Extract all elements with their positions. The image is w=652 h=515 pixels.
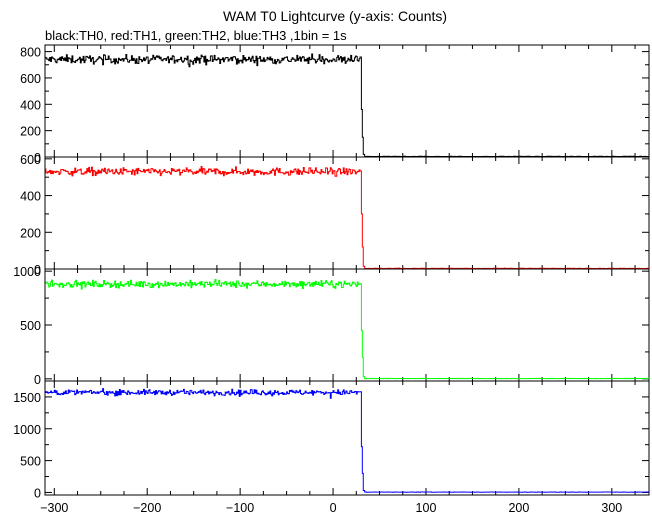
x-tick-label: 100: [416, 501, 437, 515]
chart-title: WAM T0 Lightcurve (y-axis: Counts): [223, 8, 447, 24]
x-tick-label: −300: [40, 501, 68, 515]
y-tick-label: 1500: [13, 391, 41, 405]
y-tick-label: 800: [20, 46, 41, 60]
series-line-th2: [45, 279, 650, 380]
y-tick-label: 0: [34, 373, 41, 387]
panel-th3: 0 500 1000 1500: [13, 380, 650, 500]
panel-th2: 0 500 1000: [13, 265, 650, 387]
panel-th0: 0 200 400 600 800: [20, 44, 650, 165]
y-tick-label: 0: [34, 151, 41, 165]
y-tick-label: 500: [20, 455, 41, 469]
y-tick-label: 600: [20, 72, 41, 86]
y-tick-label: 0: [34, 263, 41, 277]
series-line-th1: [45, 166, 650, 269]
y-tick-label: 400: [20, 190, 41, 204]
x-tick-label: 200: [508, 501, 529, 515]
panel-frame: [44, 380, 650, 496]
y-tick-label: 1000: [13, 265, 41, 279]
x-tick-label: 0: [330, 501, 337, 515]
y-tick-label: 200: [20, 226, 41, 240]
y-tick-label: 600: [20, 153, 41, 167]
plot-area: 0200400600800020040060005001000050010001…: [13, 44, 650, 515]
x-tick-label: 300: [601, 501, 622, 515]
y-tick-label: 200: [20, 125, 41, 139]
chart-subtitle: black:TH0, red:TH1, green:TH2, blue:TH3 …: [45, 28, 347, 43]
y-tick-label: 1000: [13, 423, 41, 437]
series-line-th0: [45, 53, 650, 157]
x-tick-label: −100: [226, 501, 254, 515]
series-line-th3: [45, 388, 650, 493]
y-tick-label: 500: [20, 319, 41, 333]
y-tick-label: 0: [34, 486, 41, 500]
y-tick-label: 400: [20, 98, 41, 112]
x-tick-label: −200: [133, 501, 161, 515]
panel-th1: 0 200 400 600: [20, 153, 650, 277]
